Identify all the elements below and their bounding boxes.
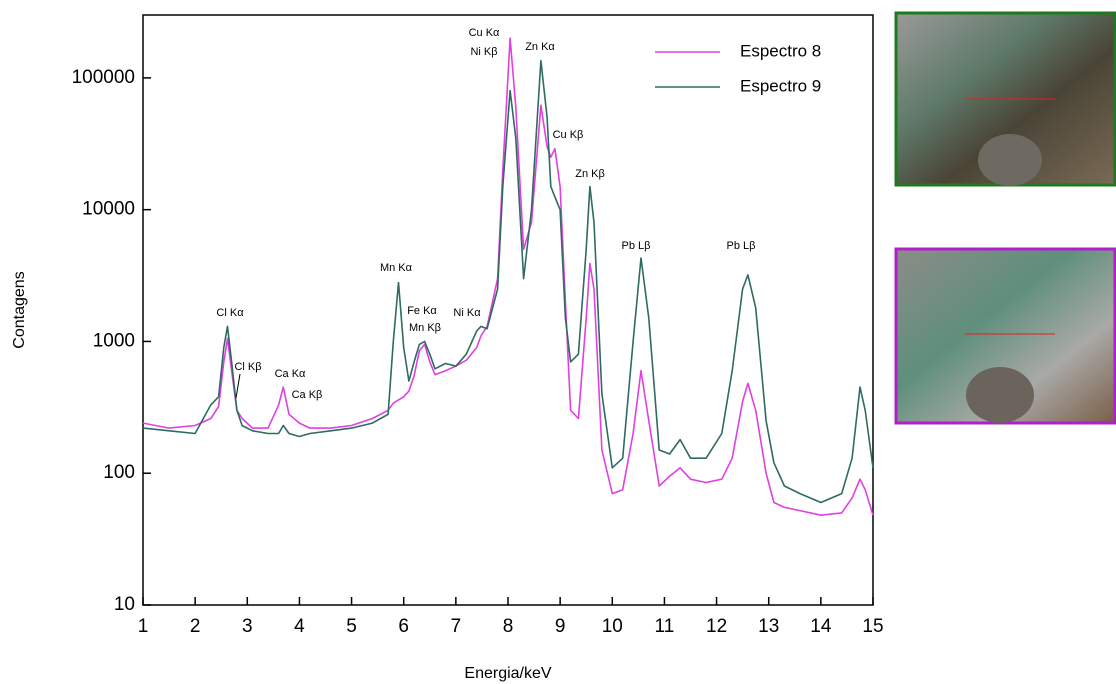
y-tick-label: 100 xyxy=(103,462,135,483)
x-tick-label: 1 xyxy=(138,616,149,637)
peak-annotation: Fe Kα xyxy=(407,305,437,317)
x-tick-label: 8 xyxy=(503,616,514,637)
x-axis-label: Energia/keV xyxy=(464,665,551,682)
annotation-leader xyxy=(235,373,241,399)
x-tick-label: 4 xyxy=(294,616,305,637)
peak-annotation: Ca Kβ xyxy=(292,389,323,401)
peak-annotation: Cl Kα xyxy=(216,307,244,319)
legend-label: Espectro 8 xyxy=(740,41,821,60)
x-tick-label: 11 xyxy=(655,616,675,637)
y-tick-label: 10 xyxy=(114,594,135,615)
x-tick-label: 3 xyxy=(242,616,253,637)
peak-annotation: Ca Kα xyxy=(275,368,306,380)
x-tick-label: 13 xyxy=(758,616,779,637)
y-axis-label: Contagens xyxy=(11,271,28,348)
x-tick-label: 14 xyxy=(810,616,832,637)
photo-top xyxy=(894,11,1116,187)
peak-annotation: Cu Kα xyxy=(469,27,500,39)
plot-frame xyxy=(142,14,874,606)
peak-annotation: Mn Kβ xyxy=(409,322,441,334)
series-line xyxy=(142,59,874,504)
peak-annotation: Ni Kα xyxy=(453,307,481,319)
x-tick-label: 12 xyxy=(706,616,727,637)
peak-annotation: Mn Kα xyxy=(380,262,413,274)
peak-annotation: Pb Lβ xyxy=(622,240,651,252)
y-tick-label: 10000 xyxy=(82,199,135,220)
x-tick-label: 15 xyxy=(862,616,883,637)
peak-annotation: Cu Kβ xyxy=(553,129,584,141)
y-tick-label: 100000 xyxy=(72,67,135,88)
x-tick-label: 6 xyxy=(398,616,409,637)
peak-annotation: Ni Kβ xyxy=(470,46,497,58)
legend-label: Espectro 9 xyxy=(740,76,821,95)
series-line xyxy=(142,37,874,516)
peak-annotation: Cl Kβ xyxy=(234,361,261,373)
x-tick-label: 7 xyxy=(451,616,462,637)
peak-annotation: Pb Lβ xyxy=(727,240,756,252)
x-tick-label: 5 xyxy=(346,616,357,637)
peak-annotation: Zn Kα xyxy=(525,41,555,53)
x-tick-label: 2 xyxy=(190,616,201,637)
x-tick-label: 10 xyxy=(602,616,623,637)
peak-annotation: Zn Kβ xyxy=(575,168,605,180)
photo-bottom xyxy=(894,247,1116,425)
x-tick-label: 9 xyxy=(555,616,566,637)
y-tick-label: 1000 xyxy=(93,330,135,351)
